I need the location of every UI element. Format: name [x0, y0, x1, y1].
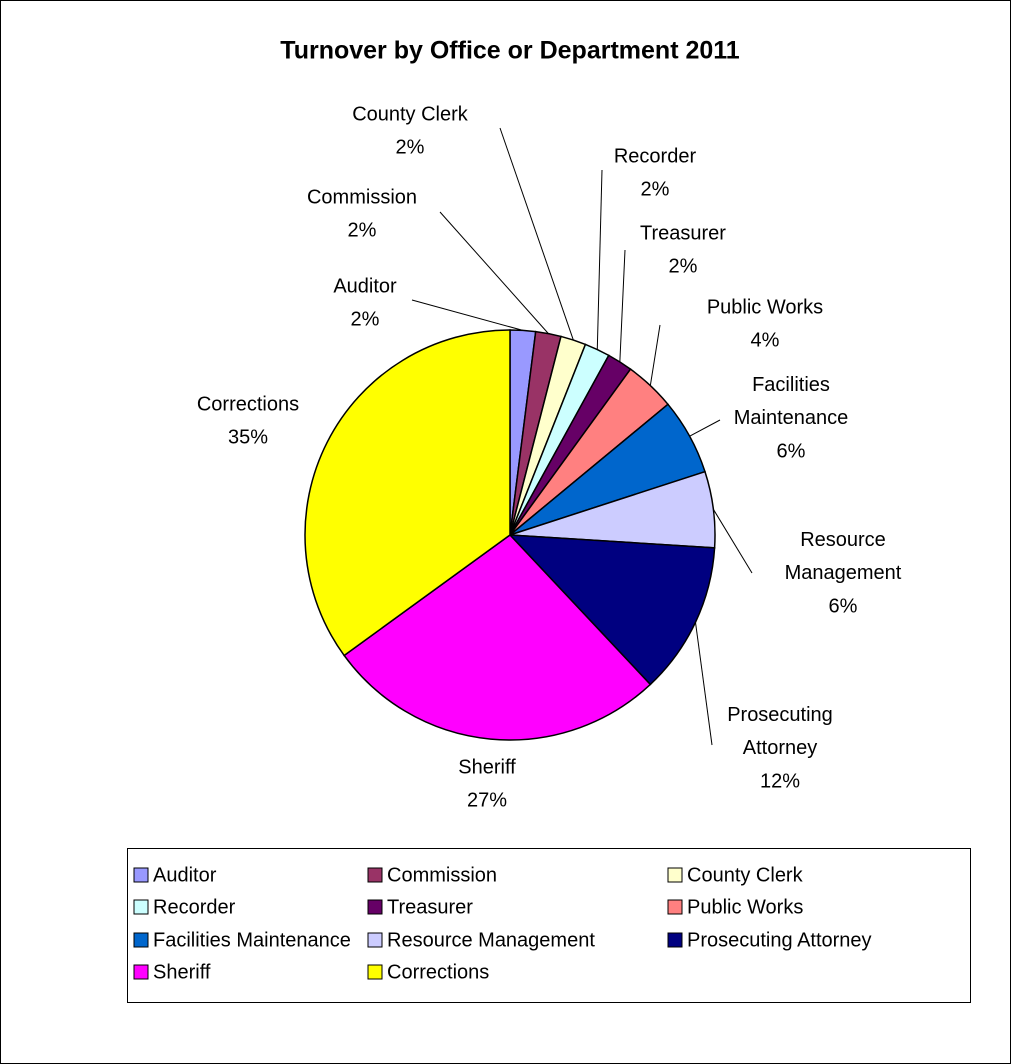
data-label-value: 2%	[669, 255, 698, 277]
legend-swatch	[133, 964, 149, 980]
data-label-name: Sheriff	[458, 756, 516, 778]
legend-box	[127, 848, 971, 1003]
legend-label: Facilities Maintenance	[153, 929, 351, 951]
leader-line	[411, 299, 524, 331]
leader-line	[619, 249, 626, 362]
legend-swatch	[667, 899, 683, 915]
legend-label: Commission	[387, 864, 497, 886]
legend-swatch	[367, 964, 383, 980]
leader-line	[712, 509, 753, 574]
legend-swatch	[133, 932, 149, 948]
data-label-value: 35%	[228, 426, 268, 448]
data-label-name: Treasurer	[640, 222, 726, 244]
data-label-value: 2%	[396, 136, 425, 158]
legend-swatch	[667, 932, 683, 948]
data-label-value: 2%	[348, 219, 377, 241]
data-label-value: 2%	[351, 308, 380, 330]
legend-label: Prosecuting Attorney	[687, 929, 872, 951]
pie-slice	[304, 329, 511, 657]
legend-label: Auditor	[153, 864, 217, 886]
pie-slice	[343, 534, 652, 741]
data-label-name: Public Works	[707, 296, 823, 318]
legend-label: County Clerk	[687, 864, 804, 886]
data-label-name: Recorder	[614, 145, 697, 167]
data-label-value: 27%	[467, 789, 507, 811]
data-label-name: County Clerk	[352, 103, 469, 125]
legend-label: Sheriff	[153, 961, 211, 983]
data-label-name: Auditor	[333, 275, 397, 297]
data-label-name: Prosecuting Attorney	[727, 704, 833, 759]
leader-line	[596, 169, 603, 350]
legend-swatch	[667, 867, 683, 883]
chart-title: Turnover by Office or Department 2011	[280, 37, 739, 65]
data-label-name: Corrections	[197, 393, 299, 415]
legend-swatch	[133, 867, 149, 883]
legend-label: Resource Management	[387, 929, 595, 951]
legend-label: Recorder	[153, 896, 236, 918]
legend-label: Corrections	[387, 961, 489, 983]
data-label-value: 4%	[751, 329, 780, 351]
data-label-name: Commission	[307, 186, 417, 208]
legend-swatch	[133, 899, 149, 915]
data-label-name: Resource Management	[785, 529, 902, 584]
legend-swatch	[367, 899, 383, 915]
legend-label: Public Works	[687, 896, 803, 918]
legend-swatch	[367, 932, 383, 948]
leader-line	[649, 324, 661, 386]
data-label-value: 12%	[760, 770, 800, 792]
data-label-value: 6%	[829, 595, 858, 617]
leader-line	[689, 419, 721, 437]
leader-line	[439, 211, 549, 334]
data-label-value: 2%	[641, 178, 670, 200]
leader-line	[694, 622, 713, 746]
legend-label: Treasurer	[387, 896, 473, 918]
legend-swatch	[367, 867, 383, 883]
data-label-name: Facilities Maintenance	[734, 374, 849, 429]
pie-slice	[508, 534, 716, 686]
leader-line	[499, 127, 574, 341]
data-label-value: 6%	[777, 440, 806, 462]
